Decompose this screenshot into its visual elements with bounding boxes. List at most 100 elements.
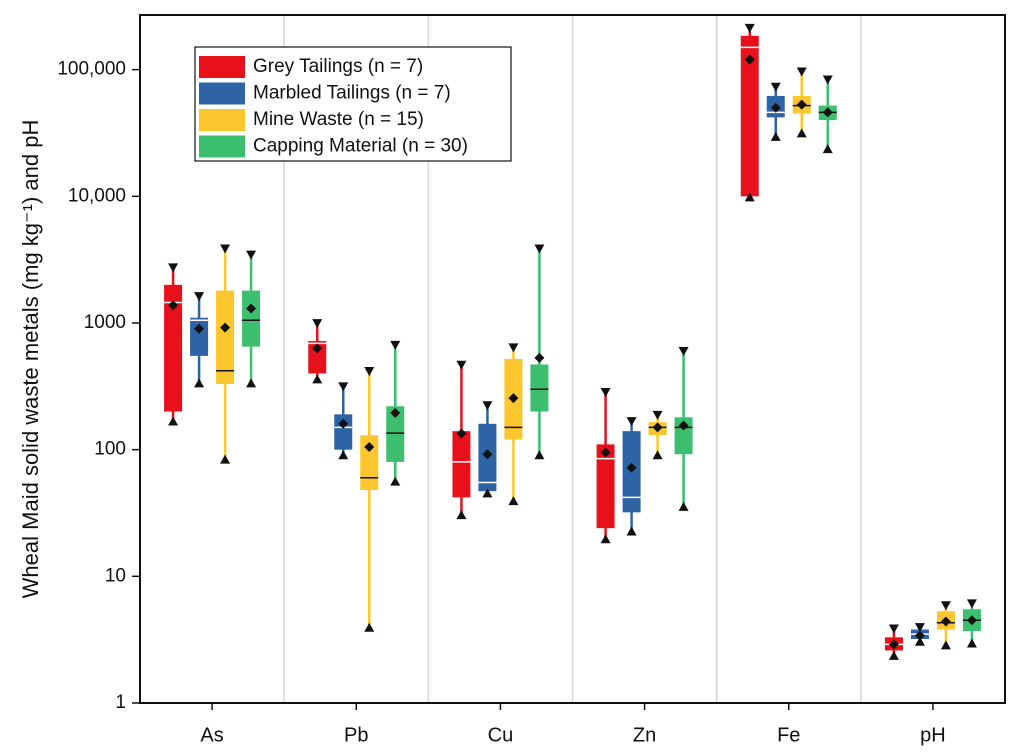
- mean-marker: [482, 449, 493, 460]
- max-marker: [246, 250, 257, 260]
- y-tick-label: 1: [115, 692, 126, 713]
- min-marker: [652, 450, 663, 460]
- mean-marker: [220, 322, 231, 333]
- legend-label: Mine Waste (n = 15): [253, 109, 424, 130]
- mean-marker: [678, 420, 689, 431]
- max-marker: [626, 417, 637, 427]
- min-marker: [390, 476, 401, 486]
- min-marker: [600, 534, 611, 544]
- box: [530, 364, 549, 412]
- min-marker: [508, 496, 519, 506]
- x-tick-label: As: [200, 724, 223, 746]
- mean-marker: [744, 54, 755, 65]
- max-marker: [796, 67, 807, 77]
- box: [190, 317, 209, 356]
- min-marker: [744, 192, 755, 202]
- max-marker: [508, 343, 519, 353]
- box: [360, 435, 379, 491]
- legend-label: Grey Tailings (n = 7): [253, 56, 423, 77]
- y-tick-label: 100: [94, 439, 126, 460]
- min-marker: [940, 640, 951, 650]
- x-tick-label: Cu: [488, 724, 514, 746]
- mean-marker: [246, 303, 257, 314]
- box: [216, 290, 235, 384]
- min-marker: [482, 488, 493, 498]
- box: [452, 431, 471, 498]
- mean-marker: [888, 639, 899, 650]
- x-tick-label: pH: [920, 724, 946, 746]
- legend-swatch: [199, 135, 245, 158]
- min-marker: [914, 636, 925, 646]
- y-tick-label: 1000: [84, 312, 126, 333]
- legend-label: Capping Material (n = 30): [253, 136, 468, 157]
- max-marker: [456, 360, 467, 370]
- max-marker: [220, 244, 231, 254]
- max-marker: [600, 388, 611, 398]
- mean-marker: [940, 616, 951, 627]
- max-marker: [652, 410, 663, 420]
- mean-marker: [456, 428, 467, 439]
- y-tick-label: 100,000: [57, 59, 126, 80]
- max-marker: [534, 244, 545, 254]
- max-marker: [744, 23, 755, 33]
- plot-frame: [139, 14, 1006, 704]
- mean-marker: [194, 323, 205, 334]
- box: [334, 414, 353, 450]
- mean-marker: [966, 615, 977, 626]
- mean-marker: [312, 343, 323, 354]
- max-marker: [194, 292, 205, 302]
- mean-marker: [770, 102, 781, 113]
- mean-marker: [534, 352, 545, 363]
- max-marker: [678, 347, 689, 357]
- y-tick-label: 10: [105, 565, 126, 586]
- min-marker: [770, 131, 781, 141]
- legend-swatch: [199, 56, 245, 78]
- max-marker: [168, 263, 179, 273]
- max-marker: [914, 623, 925, 633]
- max-marker: [770, 82, 781, 92]
- min-marker: [822, 144, 833, 154]
- box: [164, 284, 183, 412]
- min-marker: [456, 510, 467, 520]
- max-marker: [482, 401, 493, 411]
- mean-marker: [338, 418, 349, 429]
- legend-swatch: [199, 109, 245, 131]
- mean-marker: [626, 462, 637, 473]
- min-marker: [534, 450, 545, 460]
- min-marker: [220, 454, 231, 464]
- mean-marker: [600, 447, 611, 458]
- max-marker: [966, 599, 977, 609]
- box: [242, 290, 261, 347]
- mean-marker: [796, 99, 807, 110]
- box: [386, 406, 405, 462]
- box: [740, 35, 759, 197]
- box: [596, 444, 615, 529]
- mean-marker: [390, 407, 401, 418]
- min-marker: [678, 501, 689, 511]
- mean-marker: [914, 630, 925, 641]
- mean-marker: [652, 422, 663, 433]
- x-tick-label: Zn: [633, 724, 656, 746]
- min-marker: [966, 638, 977, 648]
- mean-marker: [508, 393, 519, 404]
- min-marker: [626, 526, 637, 536]
- min-marker: [888, 650, 899, 660]
- y-axis-label: Wheal Maid solid waste metals (mg kg⁻¹) …: [18, 120, 43, 599]
- min-marker: [364, 622, 375, 632]
- min-marker: [194, 378, 205, 388]
- legend-swatch: [199, 82, 245, 105]
- max-marker: [312, 319, 323, 329]
- legend-box: [194, 46, 512, 162]
- x-tick-label: Fe: [777, 724, 800, 746]
- x-tick-label: Pb: [344, 724, 368, 746]
- min-marker: [338, 450, 349, 460]
- min-marker: [796, 128, 807, 138]
- y-tick-label: 10,000: [68, 185, 126, 206]
- mean-marker: [168, 300, 179, 311]
- max-marker: [390, 340, 401, 350]
- min-marker: [246, 378, 257, 388]
- max-marker: [364, 367, 375, 377]
- mean-marker: [822, 107, 833, 118]
- max-marker: [888, 624, 899, 634]
